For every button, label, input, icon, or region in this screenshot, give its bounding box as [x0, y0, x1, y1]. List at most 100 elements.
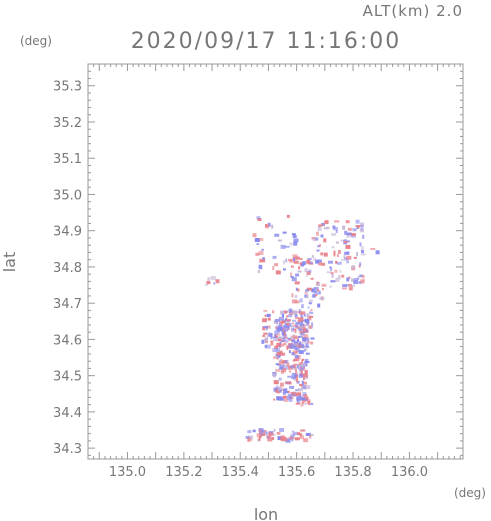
echo-point-main-body [279, 321, 284, 324]
echo-point-neck [321, 262, 326, 266]
echo-point-south-strip [309, 435, 312, 439]
echo-point-neck [308, 299, 313, 303]
echo-point-south-strip [291, 439, 294, 442]
echo-point-north-cluster [272, 266, 275, 270]
echo-point-main-body [292, 350, 298, 355]
echo-point-main-body [291, 352, 295, 356]
echo-point-main-body [290, 376, 296, 379]
echo-point-main-body [299, 373, 304, 376]
echo-point-main-body [294, 329, 297, 334]
echo-point-west-isolated [207, 277, 211, 282]
echo-point-neck [290, 272, 293, 277]
echo-point-main-body [303, 394, 308, 399]
echo-point-main-body [273, 387, 276, 392]
echo-point-upper-body [278, 323, 281, 326]
echo-point-upper-body [298, 317, 303, 322]
echo-point-main-body [283, 395, 287, 399]
echo-point-north-cluster [282, 260, 285, 265]
echo-point-main-body [290, 325, 296, 328]
echo-point-upper-body [298, 325, 304, 329]
echo-point-upper-body [274, 330, 279, 335]
echo-point-neck [310, 277, 314, 280]
echo-point-neck [297, 288, 300, 292]
echo-point-main-body [302, 383, 305, 386]
echo-point-main-body [301, 317, 304, 322]
echo-point-north-east-arm [340, 258, 346, 261]
echo-point-west-isolated [210, 275, 216, 280]
echo-point-neck [311, 288, 315, 293]
x-tick-label: 135.2 [165, 465, 202, 480]
echo-point-main-body [284, 359, 289, 364]
echo-point-south-strip [279, 428, 285, 432]
echo-point-main-body [295, 347, 300, 351]
echo-point-main-body [300, 334, 303, 338]
echo-point-neck [301, 304, 304, 309]
echo-point-north-east-arm [332, 227, 338, 231]
echo-point-neck [291, 277, 297, 282]
echo-point-main-body [304, 337, 310, 342]
echo-point-north-east-arm [361, 275, 365, 279]
echo-point-north-east-arm [359, 274, 364, 277]
echo-point-upper-body [279, 341, 282, 344]
echo-point-north-east-arm [350, 278, 354, 282]
echo-point-upper-body [310, 312, 314, 315]
echo-point-south-strip [277, 432, 281, 435]
echo-point-north-east-arm [346, 277, 350, 282]
echo-point-north-east-arm [331, 273, 334, 278]
echo-point-north-cluster [260, 259, 266, 263]
echo-point-south-strip [266, 435, 272, 439]
echo-point-north-east-arm [346, 234, 350, 238]
echo-point-north-east-arm [334, 269, 338, 273]
echo-point-south-east-patch [296, 396, 300, 401]
echo-point-main-body [296, 392, 302, 396]
echo-point-north-east-arm [337, 249, 341, 254]
echo-point-main-body [305, 358, 309, 362]
echo-point-main-body [303, 369, 305, 371]
echo-point-main-body [280, 370, 284, 374]
echo-point-main-body [289, 385, 295, 389]
echo-point-upper-body [283, 331, 286, 336]
echo-point-north-cluster [285, 258, 288, 263]
echo-point-north-east-arm [361, 246, 364, 251]
echo-point-north-east-arm [355, 225, 361, 228]
axis-ticks [88, 63, 463, 459]
echo-point-upper-body [299, 312, 304, 315]
echo-point-main-body [288, 370, 291, 373]
echo-point-main-body [301, 386, 304, 389]
echo-point-south-strip [262, 432, 266, 436]
echo-point-north-east-arm [333, 250, 336, 255]
echo-point-neck [304, 291, 308, 294]
echo-point-south-strip [277, 436, 282, 441]
echo-point-upper-body [293, 343, 299, 347]
echo-point-upper-body [307, 316, 311, 319]
echo-point-neck [317, 289, 320, 292]
echo-point-north-east-arm [345, 244, 351, 249]
echo-point-neck [310, 309, 313, 312]
echo-point-main-body [295, 321, 301, 324]
echo-point-upper-body [301, 311, 306, 315]
echo-point-main-body [295, 369, 298, 374]
echo-point-upper-body [294, 314, 298, 318]
echo-point-south-strip [268, 432, 274, 436]
echo-point-north-cluster [258, 264, 262, 269]
echo-point-upper-body [272, 310, 275, 314]
echo-point-neck [297, 270, 302, 273]
y-tick-label: 34.8 [53, 261, 82, 276]
echo-point-upper-body [267, 332, 273, 337]
echo-point-north-east-arm [343, 254, 346, 259]
echo-point-north-east-arm [344, 251, 350, 255]
echo-point-north-east-arm [323, 252, 328, 257]
echo-point-upper-body [265, 337, 269, 342]
echo-point-upper-body [267, 332, 270, 337]
echo-point-main-body [283, 389, 288, 394]
chart-title: 2020/09/17 11:16:00 [131, 29, 402, 54]
echo-point-main-body [282, 391, 286, 395]
echo-point-upper-body [295, 341, 299, 344]
echo-point-neck [293, 260, 299, 264]
echo-point-south-strip [293, 432, 299, 436]
echo-point-upper-body [265, 344, 271, 349]
echo-point-main-body [301, 360, 303, 364]
echo-point-upper-body [277, 326, 283, 331]
echo-point-upper-body [263, 326, 269, 329]
echo-point-south-east-patch [303, 402, 308, 405]
